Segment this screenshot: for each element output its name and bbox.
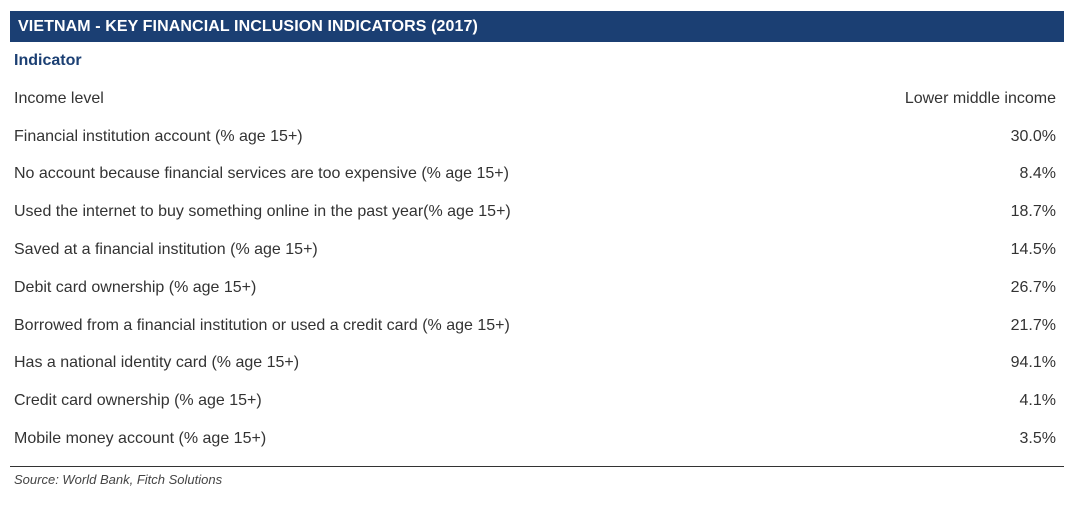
indicator-label: Has a national identity card (% age 15+) [14, 354, 300, 372]
table-title: VIETNAM - KEY FINANCIAL INCLUSION INDICA… [10, 11, 1064, 42]
indicator-list: Income level Lower middle income Financial… [10, 80, 1064, 458]
indicator-value: 4.1% [1019, 392, 1056, 410]
indicator-label: Saved at a financial institution (% age … [14, 241, 318, 259]
indicator-value: Lower middle income [904, 89, 1056, 107]
table-row: Debit card ownership (% age 15+) 26.7% [10, 269, 1064, 307]
indicator-value: 14.5% [1010, 241, 1056, 259]
indicator-label: Used the internet to buy something onlin… [14, 203, 511, 221]
indicator-label: Credit card ownership (% age 15+) [14, 392, 262, 410]
indicator-label: Income level [14, 89, 104, 107]
indicator-label: Debit card ownership (% age 15+) [14, 278, 257, 296]
table-row: Credit card ownership (% age 15+) 4.1% [10, 382, 1064, 420]
indicator-value: 30.0% [1010, 127, 1056, 145]
table-row: Used the internet to buy something onlin… [10, 193, 1064, 231]
table-row: Saved at a financial institution (% age … [10, 231, 1064, 269]
table-row: Borrowed from a financial institution or… [10, 307, 1064, 345]
table-row: Financial institution account (% age 15+… [10, 118, 1064, 156]
indicator-label: Borrowed from a financial institution or… [14, 316, 510, 334]
table-row: No account because financial services ar… [10, 156, 1064, 194]
table-row: Mobile money account (% age 15+) 3.5% [10, 420, 1064, 458]
source-note: Source: World Bank, Fitch Solutions [14, 471, 223, 487]
indicator-value: 21.7% [1010, 316, 1056, 334]
indicator-value: 94.1% [1010, 354, 1056, 372]
table-row: Income level Lower middle income [10, 80, 1064, 118]
column-header-indicator: Indicator [14, 52, 82, 69]
indicator-value: 26.7% [1010, 278, 1056, 296]
indicator-label: Mobile money account (% age 15+) [14, 430, 267, 448]
financial-inclusion-table: VIETNAM - KEY FINANCIAL INCLUSION INDICA… [10, 11, 1064, 489]
table-bottom-rule [10, 465, 1064, 467]
indicator-value: 18.7% [1010, 203, 1056, 221]
indicator-label: Financial institution account (% age 15+… [14, 127, 303, 145]
indicator-value: 8.4% [1019, 165, 1056, 183]
indicator-value: 3.5% [1019, 430, 1056, 448]
table-row: Has a national identity card (% age 15+)… [10, 345, 1064, 383]
indicator-label: No account because financial services ar… [14, 165, 509, 183]
